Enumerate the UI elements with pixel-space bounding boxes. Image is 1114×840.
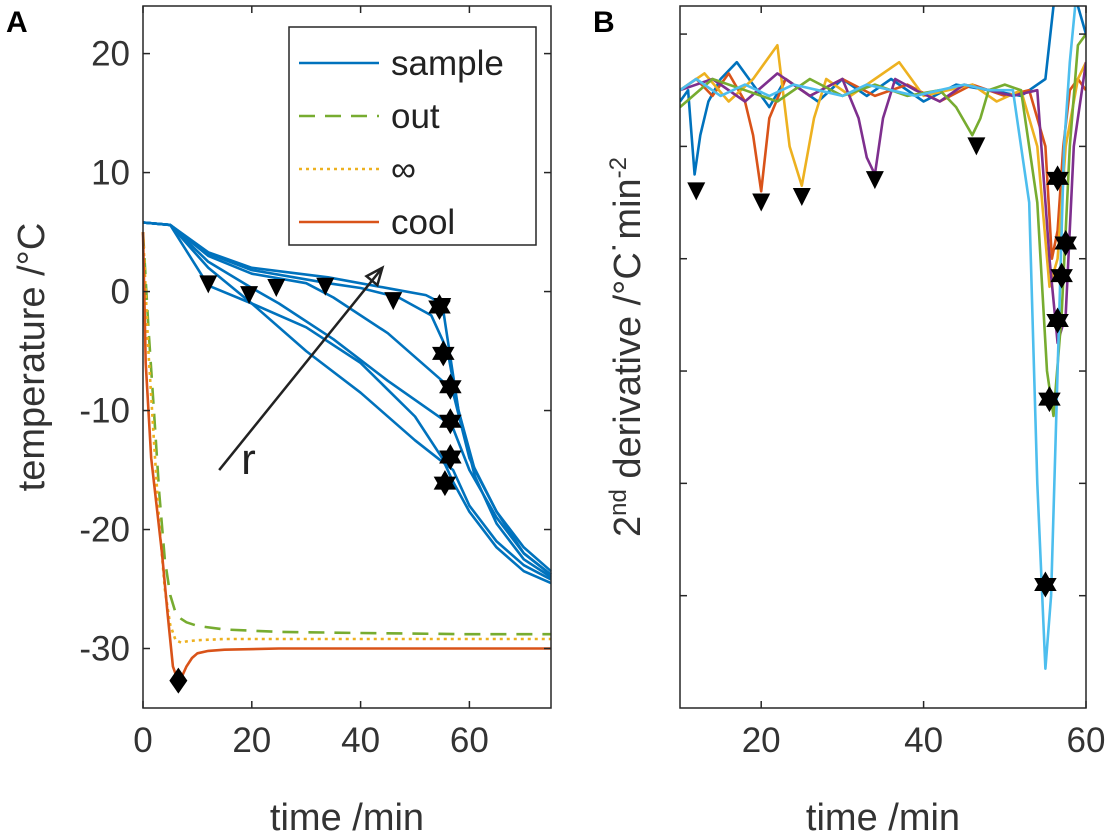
star-marker (439, 443, 462, 470)
legend: sample out ∞ cool (288, 26, 537, 246)
star-marker (1046, 165, 1069, 192)
series-line-sample (142, 221, 552, 576)
star-marker (428, 294, 451, 321)
triangle-marker (316, 277, 335, 296)
star-marker (1038, 386, 1061, 413)
triangle-marker (267, 278, 286, 297)
legend-label: out (391, 97, 440, 136)
triangle-marker (240, 286, 259, 305)
star-marker (439, 408, 462, 435)
x-axis-title: time /min (270, 797, 424, 839)
annotation-arrow (218, 266, 384, 471)
x-tick-label: 40 (904, 721, 943, 760)
y-tick-label: 0 (111, 273, 130, 312)
x-tick-label: 60 (1067, 721, 1106, 760)
star-marker-part (428, 300, 451, 321)
star-marker-part (439, 414, 462, 435)
axes-frame (142, 5, 552, 709)
ylabel-part: min (607, 178, 649, 239)
panel-b-chart: 20 40 60 time /min 2nd derivative /°C˙min-… (605, 5, 1106, 839)
triangle-marker (384, 292, 403, 311)
ylabel-superscript: nd (605, 489, 632, 516)
star-marker (1046, 307, 1069, 334)
star-marker-part (1034, 577, 1057, 598)
legend-label: sample (391, 44, 504, 83)
star-marker (1050, 262, 1073, 289)
y-axis-title: 2nd derivative /°C˙min-2 (605, 157, 649, 537)
ylabel-part: derivative /°C (607, 252, 649, 489)
series-line-sample (142, 221, 552, 573)
series-line-cool (141, 232, 551, 684)
star-marker-part (433, 476, 457, 497)
star-marker (1034, 571, 1057, 598)
triangle-marker (865, 171, 884, 190)
ylabel-part: 2 (607, 516, 649, 537)
y-tick-label: -10 (79, 392, 130, 431)
star-marker-part (439, 450, 462, 470)
star-marker-part (439, 380, 462, 400)
arrow-annotation: r (218, 265, 385, 484)
series-line-out (141, 232, 551, 636)
triangle-marker (752, 193, 771, 212)
star-marker-part (432, 346, 455, 367)
star-marker (1054, 229, 1077, 256)
star-marker-part (1038, 392, 1061, 413)
x-tick-label: 40 (341, 721, 380, 760)
y-tick-label: 10 (91, 154, 130, 193)
series-line-sample (142, 221, 552, 576)
axes-frame (679, 5, 1087, 709)
triangle-marker (967, 137, 986, 156)
y-tick-label: -30 (79, 630, 130, 669)
triangle-marker (687, 182, 706, 201)
x-tick-label: 60 (450, 721, 489, 760)
series-line-cyan (680, 6, 1086, 671)
triangle-marker (199, 275, 218, 294)
annotation-label: r (241, 435, 256, 484)
panel-b-letter: B (593, 6, 615, 39)
x-axis-title: time /min (806, 797, 960, 839)
series-line-sample (142, 221, 552, 581)
y-tick-label: -20 (79, 511, 130, 550)
diamond-marker (169, 667, 188, 694)
x-tick-label: 20 (232, 721, 271, 760)
star-marker-part (1046, 313, 1069, 334)
legend-label: cool (391, 203, 455, 242)
star-marker (439, 373, 462, 400)
series-line-infinity (141, 232, 551, 644)
ylabel-part: ˙ (607, 240, 649, 253)
triangle-marker (792, 187, 811, 206)
star-marker (432, 340, 455, 367)
panel-a-chart: r 0 20 40 60 20 10 0 -10 -20 -30 sample out ∞ cool t… (11, 5, 552, 839)
annotation-arrowhead (364, 265, 385, 288)
y-axis-title: temperature /°C (11, 223, 53, 492)
star-marker-part (1054, 236, 1077, 256)
legend-label: ∞ (391, 150, 416, 189)
star-marker (433, 470, 457, 497)
x-tick-label: 0 (133, 721, 152, 760)
star-marker-part (1050, 269, 1073, 289)
x-tick-label: 20 (742, 721, 781, 760)
panel-a-letter: A (6, 6, 28, 39)
ylabel-superscript: -2 (605, 157, 632, 178)
y-tick-label: 20 (91, 35, 130, 74)
star-marker-part (1046, 171, 1069, 192)
